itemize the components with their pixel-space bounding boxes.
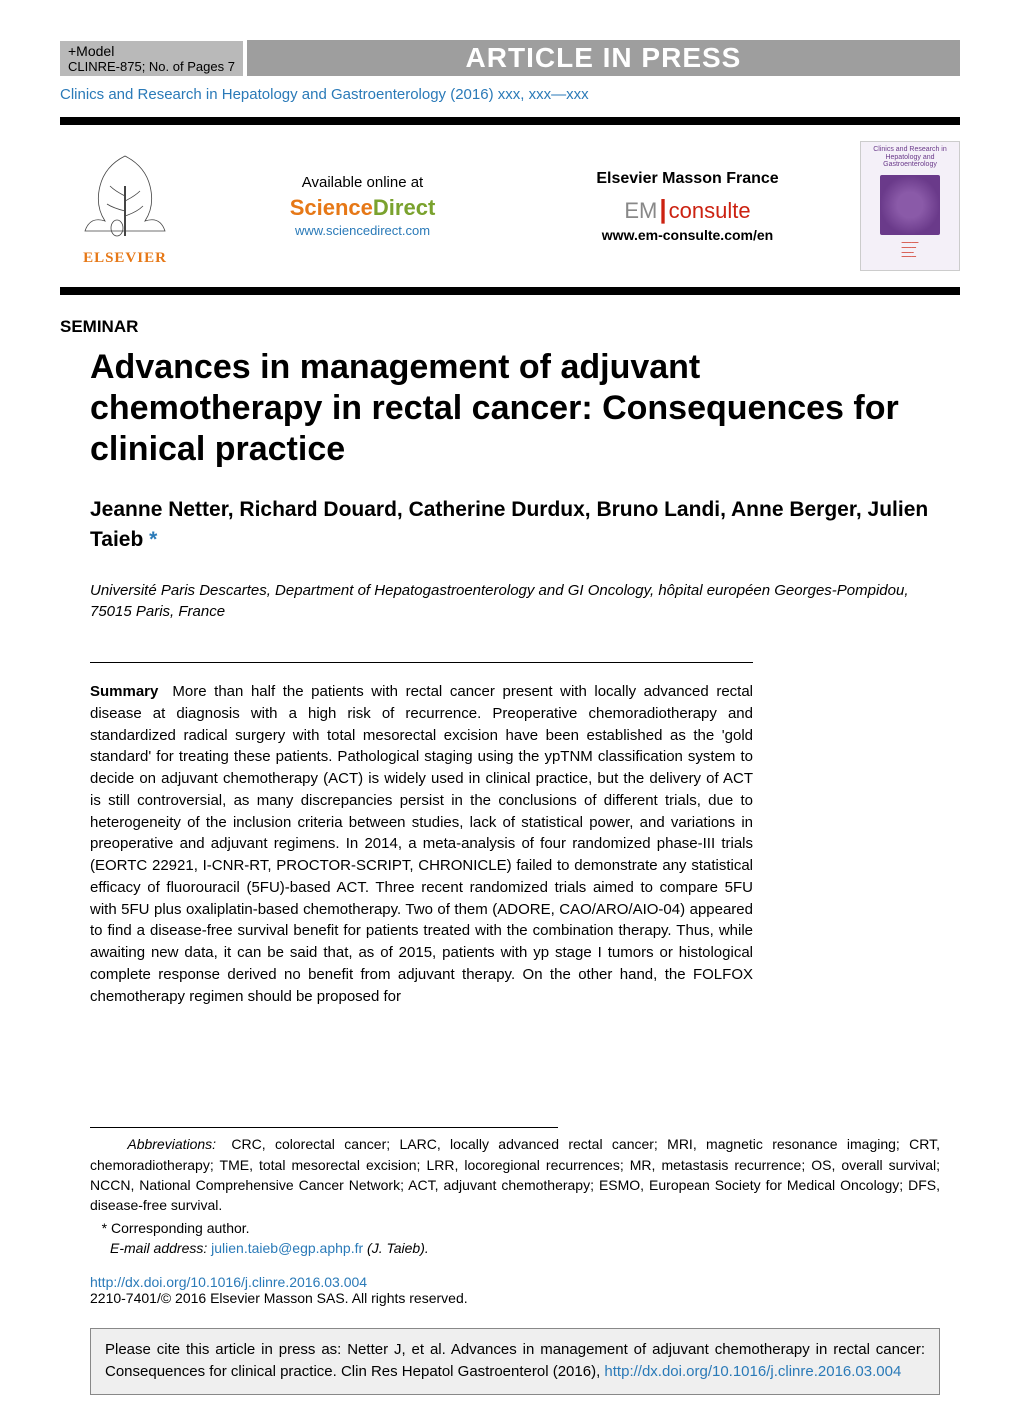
email-label: E-mail address: (110, 1240, 207, 1256)
cover-image-icon (880, 175, 940, 235)
article-title: Advances in management of adjuvant chemo… (90, 347, 940, 469)
em-word: EM (624, 198, 657, 223)
journal-cover-thumbnail: Clinics and Research in Hepatology and G… (860, 141, 960, 271)
model-id-box: +Model CLINRE-875; No. of Pages 7 (60, 41, 243, 76)
consulte-word: consulte (669, 198, 751, 223)
elsevier-tree-icon (75, 146, 175, 246)
citation-doi-link[interactable]: http://dx.doi.org/10.1016/j.clinre.2016.… (604, 1363, 901, 1380)
citation-box: Please cite this article in press as: Ne… (90, 1328, 940, 1395)
footnote-divider (90, 1127, 558, 1128)
journal-reference: Clinics and Research in Hepatology and G… (60, 86, 960, 103)
available-online-label: Available online at (210, 174, 515, 191)
sd-direct-word: Direct (373, 195, 435, 220)
corresponding-author-note: * Corresponding author. (90, 1220, 940, 1236)
elsevier-masson-label: Elsevier Masson France (535, 170, 840, 188)
summary-top-divider (90, 662, 753, 663)
authors-list: Jeanne Netter, Richard Douard, Catherine… (90, 495, 940, 554)
summary-label: Summary (90, 683, 158, 700)
abbreviations-block: Abbreviations: CRC, colorectal cancer; L… (90, 1134, 940, 1215)
emconsulte-url[interactable]: www.em-consulte.com/en (535, 227, 840, 243)
emconsulte-logo: EM|consulte (535, 194, 840, 225)
email-address-link[interactable]: julien.taieb@egp.aphp.fr (211, 1240, 363, 1256)
email-person: (J. Taieb). (367, 1240, 429, 1256)
authors-names: Jeanne Netter, Richard Douard, Catherine… (90, 498, 928, 550)
em-divider-icon: | (657, 194, 668, 224)
model-label: +Model (68, 43, 235, 59)
sciencedirect-url[interactable]: www.sciencedirect.com (210, 223, 515, 238)
elsevier-wordmark: ELSEVIER (83, 250, 167, 267)
sd-science-word: Science (290, 195, 373, 220)
affiliation: Université Paris Descartes, Department o… (90, 580, 940, 622)
abbreviations-label: Abbreviations: (127, 1136, 216, 1152)
cover-text-lines: ━━━━━━━━━━━━━━━━━━━━━━━━ (902, 241, 919, 260)
article-type-label: SEMINAR (60, 317, 960, 337)
publisher-header: ELSEVIER Available online at ScienceDire… (60, 117, 960, 295)
summary-block: SummaryMore than half the patients with … (90, 681, 753, 1007)
elsevier-logo: ELSEVIER (60, 146, 190, 267)
summary-text: More than half the patients with rectal … (90, 683, 753, 1005)
emconsulte-block: Elsevier Masson France EM|consulte www.e… (535, 170, 840, 243)
sciencedirect-logo: ScienceDirect (210, 195, 515, 221)
corresponding-star-icon: * (143, 528, 157, 551)
abbreviations-text: CRC, colorectal cancer; LARC, locally ad… (90, 1136, 940, 1213)
doi-block: http://dx.doi.org/10.1016/j.clinre.2016.… (90, 1274, 940, 1306)
cover-title: Clinics and Research in Hepatology and G… (865, 146, 955, 169)
email-line: E-mail address: julien.taieb@egp.aphp.fr… (90, 1240, 940, 1256)
article-in-press-banner: ARTICLE IN PRESS (247, 40, 960, 76)
model-pages: CLINRE-875; No. of Pages 7 (68, 59, 235, 74)
doi-link[interactable]: http://dx.doi.org/10.1016/j.clinre.2016.… (90, 1274, 940, 1290)
corresponding-text: * Corresponding author. (102, 1220, 250, 1236)
copyright-line: 2210-7401/© 2016 Elsevier Masson SAS. Al… (90, 1290, 940, 1306)
sciencedirect-block: Available online at ScienceDirect www.sc… (210, 174, 515, 238)
model-banner: +Model CLINRE-875; No. of Pages 7 ARTICL… (60, 40, 960, 76)
